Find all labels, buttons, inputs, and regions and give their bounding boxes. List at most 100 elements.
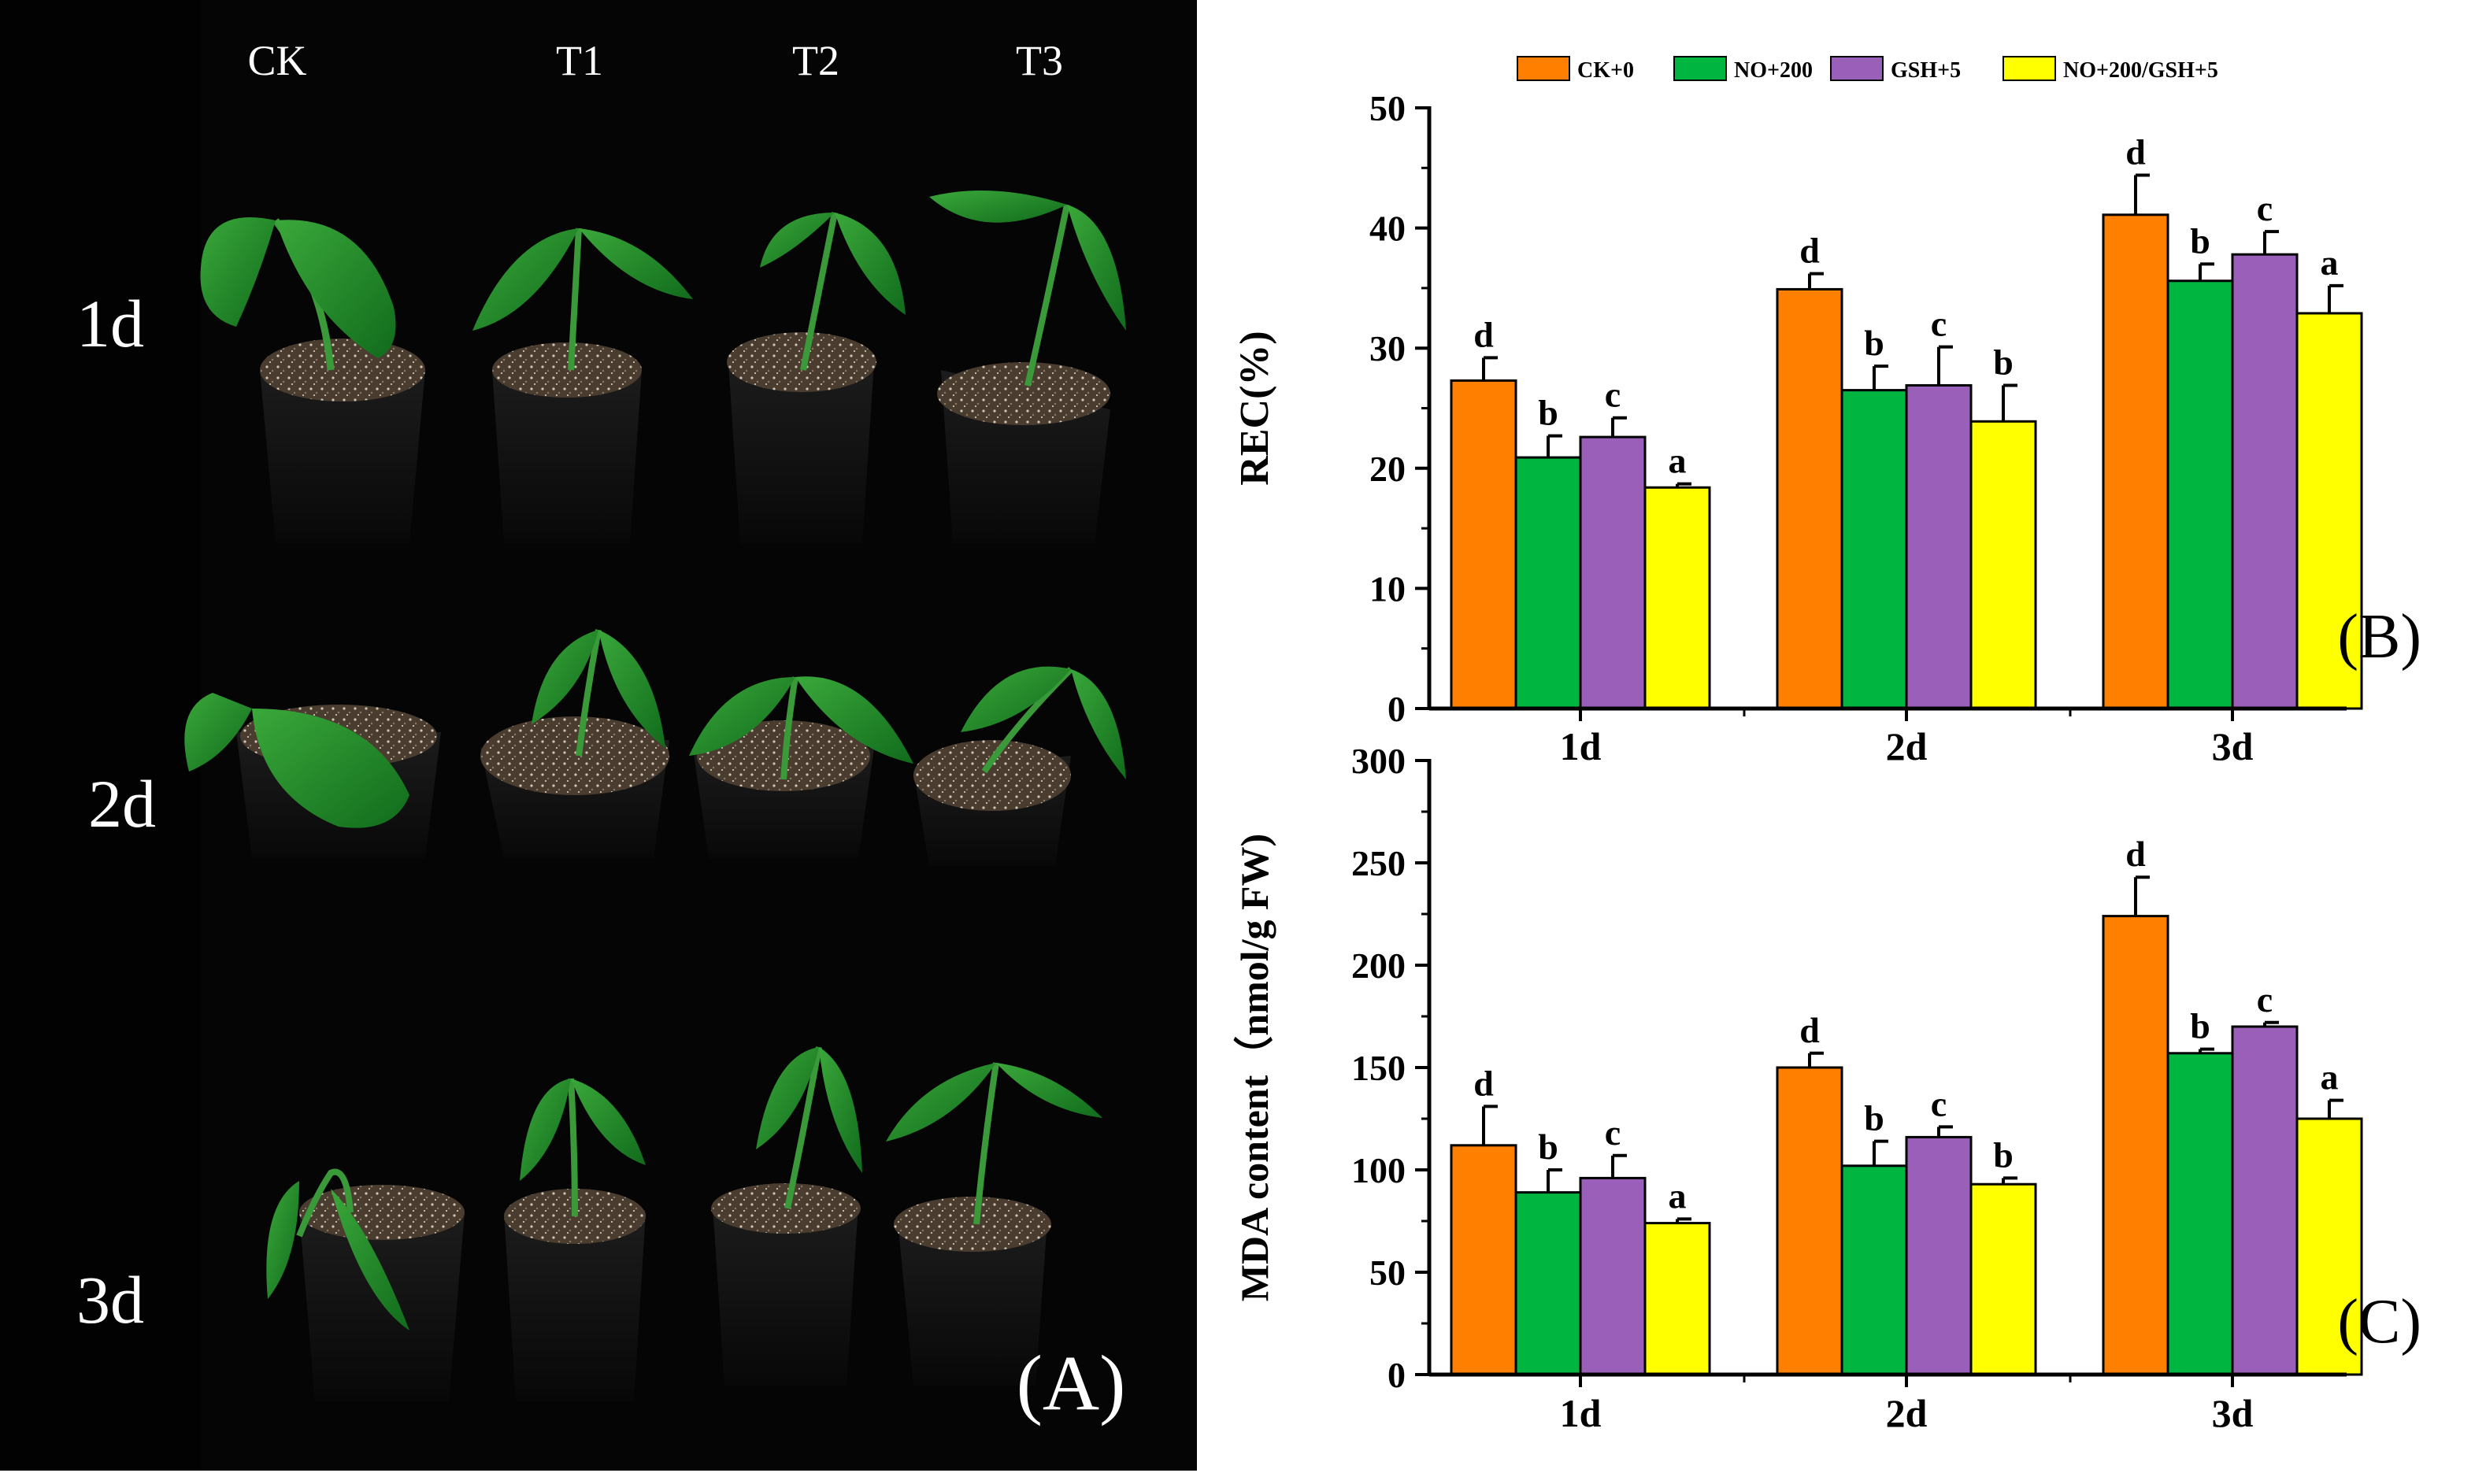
panel-label-mda: (C) xyxy=(2337,1287,2421,1356)
chart-rec: d b c a 1d d b c b 2d d b c a 3d 0 10 20 30 40 50 REC(%) (B) xyxy=(1232,88,2421,768)
row-2d-plants xyxy=(184,629,1126,866)
bar-rec xyxy=(1450,379,1517,710)
chart-mda: d b c a 1d d b c b 2d d b c a 3d 0 50 100 150 200 250 300 MDA … xyxy=(1232,741,2421,1435)
significance-letter: b xyxy=(2190,220,2210,261)
y-tick-label: 150 xyxy=(1351,1048,1406,1088)
significance-letter: d xyxy=(2125,834,2146,874)
row-3d-plants xyxy=(266,1046,1102,1401)
y-tick-label: 300 xyxy=(1351,741,1406,781)
y-tick-label: 50 xyxy=(1369,1253,1406,1293)
chart-legend: CK+0 NO+200 GSH+5 NO+200/GSH+5 xyxy=(1517,56,2218,83)
column-label-t2: T2 xyxy=(792,37,839,84)
row-label-2d: 2d xyxy=(88,766,156,842)
y-tick-label: 100 xyxy=(1351,1150,1406,1190)
significance-letter: c xyxy=(1931,304,1947,344)
bar-rec xyxy=(1969,420,2037,710)
significance-letter: a xyxy=(1669,1175,1687,1216)
y-tick-label: 20 xyxy=(1369,449,1406,489)
bar-mda xyxy=(1840,1164,1908,1376)
significance-letter: c xyxy=(1605,1112,1621,1153)
significance-letter: b xyxy=(1993,1134,2014,1175)
y-tick-label: 250 xyxy=(1351,843,1406,883)
plant-t2-1d xyxy=(727,212,906,543)
plant-ck-2d xyxy=(184,693,441,858)
plant-t1-3d xyxy=(504,1078,646,1401)
bar-charts-panel: CK+0 NO+200 GSH+5 NO+200/GSH+5 d b c a 1d d b c b 2d d… xyxy=(1197,0,2486,1484)
bar-rec xyxy=(1840,389,1908,710)
bar-rec xyxy=(1514,456,1582,710)
bar-mda xyxy=(1643,1222,1711,1376)
bar-rec xyxy=(2102,213,2169,710)
plant-t2-3d xyxy=(711,1046,862,1386)
y-axis-label: MDA content（nmol/g FW) xyxy=(1232,834,1276,1301)
legend-label: GSH+5 xyxy=(1891,58,1961,83)
row-label-1d: 1d xyxy=(76,286,144,361)
significance-letter: c xyxy=(1605,375,1621,415)
significance-letter: d xyxy=(1473,314,1494,354)
seedling-photo-panel: CK T1 T2 T3 1d 2d 3d (A) xyxy=(0,0,1197,1471)
y-tick-label: 30 xyxy=(1369,328,1406,368)
bar-rec xyxy=(1579,435,1647,710)
y-tick-label: 0 xyxy=(1387,689,1406,729)
significance-letter: b xyxy=(1993,342,2014,383)
bar-mda xyxy=(2295,1117,2363,1376)
bar-rec xyxy=(2166,279,2234,710)
plant-t1-2d xyxy=(480,629,669,858)
plant-ck-1d xyxy=(200,217,425,543)
y-tick-label: 200 xyxy=(1351,946,1406,986)
legend-swatch xyxy=(1673,56,1727,81)
legend-swatch xyxy=(1517,56,1570,81)
bar-mda xyxy=(1450,1144,1517,1376)
significance-letter: c xyxy=(2257,188,2273,228)
bar-rec xyxy=(1905,384,1973,710)
legend-swatch xyxy=(1830,56,1884,81)
legend-label: NO+200 xyxy=(1734,58,1813,83)
x-tick-label: 3d xyxy=(2212,724,2254,768)
bar-rec xyxy=(1776,287,1843,710)
significance-letter: b xyxy=(1864,323,1884,363)
bar-mda xyxy=(1514,1191,1582,1376)
legend-label: CK+0 xyxy=(1577,58,1634,83)
plant-t3-2d xyxy=(913,666,1126,866)
panel-label-rec: (B) xyxy=(2337,602,2421,672)
significance-letter: a xyxy=(1669,441,1687,481)
plant-t1-1d xyxy=(472,228,693,543)
x-tick-label: 1d xyxy=(1560,1391,1602,1435)
significance-letter: b xyxy=(1538,393,1558,433)
bar-mda xyxy=(1905,1135,1973,1376)
significance-letter: c xyxy=(2257,979,2273,1020)
significance-letter: d xyxy=(2125,131,2146,172)
row-label-3d: 3d xyxy=(76,1262,144,1338)
bar-rec xyxy=(1643,486,1711,710)
y-tick-label: 0 xyxy=(1387,1355,1406,1395)
bar-mda xyxy=(1969,1182,2037,1376)
significance-letter: c xyxy=(1931,1083,1947,1123)
plant-ck-3d xyxy=(266,1168,465,1401)
panel-label-a: (A) xyxy=(1017,1339,1126,1427)
significance-letter: d xyxy=(1799,231,1820,271)
significance-letter: b xyxy=(1538,1127,1558,1167)
bar-mda xyxy=(1579,1176,1647,1376)
seedling-photo: CK T1 T2 T3 1d 2d 3d (A) xyxy=(0,0,1197,1471)
y-tick-label: 40 xyxy=(1369,209,1406,249)
y-tick-label: 10 xyxy=(1369,568,1406,609)
bar-charts-svg: CK+0 NO+200 GSH+5 NO+200/GSH+5 d b c a 1d d b c b 2d d… xyxy=(1232,56,2421,1435)
column-label-t1: T1 xyxy=(556,37,603,84)
bar-mda xyxy=(2102,915,2169,1376)
significance-letter: d xyxy=(1473,1063,1494,1103)
significance-letter: b xyxy=(2190,1006,2210,1046)
row-1d-plants xyxy=(200,191,1126,543)
plant-t2-2d xyxy=(689,676,913,858)
legend-label: NO+200/GSH+5 xyxy=(2063,58,2218,83)
column-label-t3: T3 xyxy=(1016,37,1063,84)
x-tick-label: 2d xyxy=(1886,724,1928,768)
bar-mda xyxy=(2231,1025,2299,1376)
x-tick-label: 3d xyxy=(2212,1391,2254,1435)
bar-mda xyxy=(1776,1066,1843,1376)
bar-mda xyxy=(2166,1052,2234,1376)
significance-letter: a xyxy=(2321,242,2339,283)
plant-t3-1d xyxy=(929,191,1126,543)
y-axis-label: REC(%) xyxy=(1232,331,1277,485)
significance-letter: d xyxy=(1799,1010,1820,1050)
x-tick-label: 2d xyxy=(1886,1391,1928,1435)
